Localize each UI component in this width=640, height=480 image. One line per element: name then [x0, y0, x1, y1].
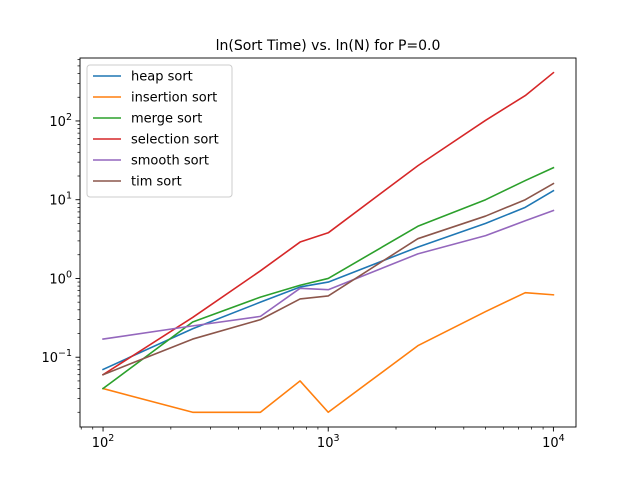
x-tick-label: 102	[92, 433, 115, 451]
series-line-heap-sort	[101, 189, 555, 371]
chart-title: ln(Sort Time) vs. ln(N) for P=0.0	[216, 38, 441, 54]
series-line-smooth-sort	[102, 209, 555, 340]
series-line-merge-sort	[101, 166, 555, 390]
legend-label-smooth-sort: smooth sort	[131, 154, 209, 169]
legend-label-tim-sort: tim sort	[131, 175, 182, 190]
legend-label-selection-sort: selection sort	[131, 133, 219, 148]
y-tick-label: 10−1	[41, 348, 72, 366]
legend: heap sort insertion sort merge sort selecti…	[86, 64, 233, 198]
legend-label-heap-sort: heap sort	[131, 70, 193, 85]
series-layer	[101, 71, 555, 414]
legend-label-merge-sort: merge sort	[131, 112, 202, 127]
series-line-insertion-sort	[102, 291, 555, 414]
legend-label-insertion-sort: insertion sort	[131, 91, 217, 106]
series-line-tim-sort	[102, 182, 555, 376]
axis-layer: 102 103 104 10−1 100 101 102	[41, 57, 577, 451]
y-tick-label: 100	[49, 269, 72, 287]
y-tick-label: 102	[49, 112, 72, 130]
x-tick-label: 103	[317, 433, 340, 451]
legend-box	[86, 64, 233, 198]
y-tick-label: 101	[49, 191, 72, 209]
x-tick-label: 104	[542, 433, 565, 451]
series-line-selection-sort	[101, 71, 555, 376]
